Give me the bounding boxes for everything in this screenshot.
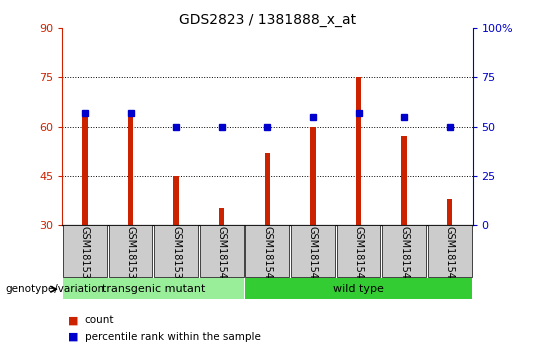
FancyBboxPatch shape (382, 225, 426, 278)
Title: GDS2823 / 1381888_x_at: GDS2823 / 1381888_x_at (179, 13, 356, 27)
Text: GSM181545: GSM181545 (445, 227, 455, 286)
Text: GSM181537: GSM181537 (80, 227, 90, 286)
Text: ■: ■ (68, 332, 78, 342)
Text: percentile rank within the sample: percentile rank within the sample (85, 332, 261, 342)
Text: transgenic mutant: transgenic mutant (102, 284, 205, 293)
Bar (447, 199, 453, 225)
Text: genotype/variation: genotype/variation (5, 284, 105, 294)
FancyBboxPatch shape (336, 225, 380, 278)
Text: count: count (85, 315, 114, 325)
Text: GSM181540: GSM181540 (217, 227, 227, 285)
Bar (310, 126, 316, 225)
Text: GSM181544: GSM181544 (399, 227, 409, 285)
Bar (219, 209, 225, 225)
Text: GSM181538: GSM181538 (125, 227, 136, 285)
FancyBboxPatch shape (291, 225, 335, 278)
Text: wild type: wild type (333, 284, 384, 293)
Bar (173, 176, 179, 225)
Bar (356, 78, 361, 225)
FancyBboxPatch shape (245, 278, 471, 299)
FancyBboxPatch shape (428, 225, 471, 278)
Bar (128, 117, 133, 225)
Bar (401, 136, 407, 225)
FancyBboxPatch shape (245, 225, 289, 278)
FancyBboxPatch shape (109, 225, 152, 278)
Bar (82, 117, 87, 225)
FancyBboxPatch shape (154, 225, 198, 278)
FancyBboxPatch shape (200, 225, 244, 278)
Bar (265, 153, 270, 225)
Text: GSM181542: GSM181542 (308, 227, 318, 286)
Text: GSM181539: GSM181539 (171, 227, 181, 285)
FancyBboxPatch shape (63, 225, 107, 278)
Text: GSM181543: GSM181543 (354, 227, 363, 285)
Text: GSM181541: GSM181541 (262, 227, 272, 285)
Text: ■: ■ (68, 315, 78, 325)
FancyBboxPatch shape (63, 278, 244, 299)
